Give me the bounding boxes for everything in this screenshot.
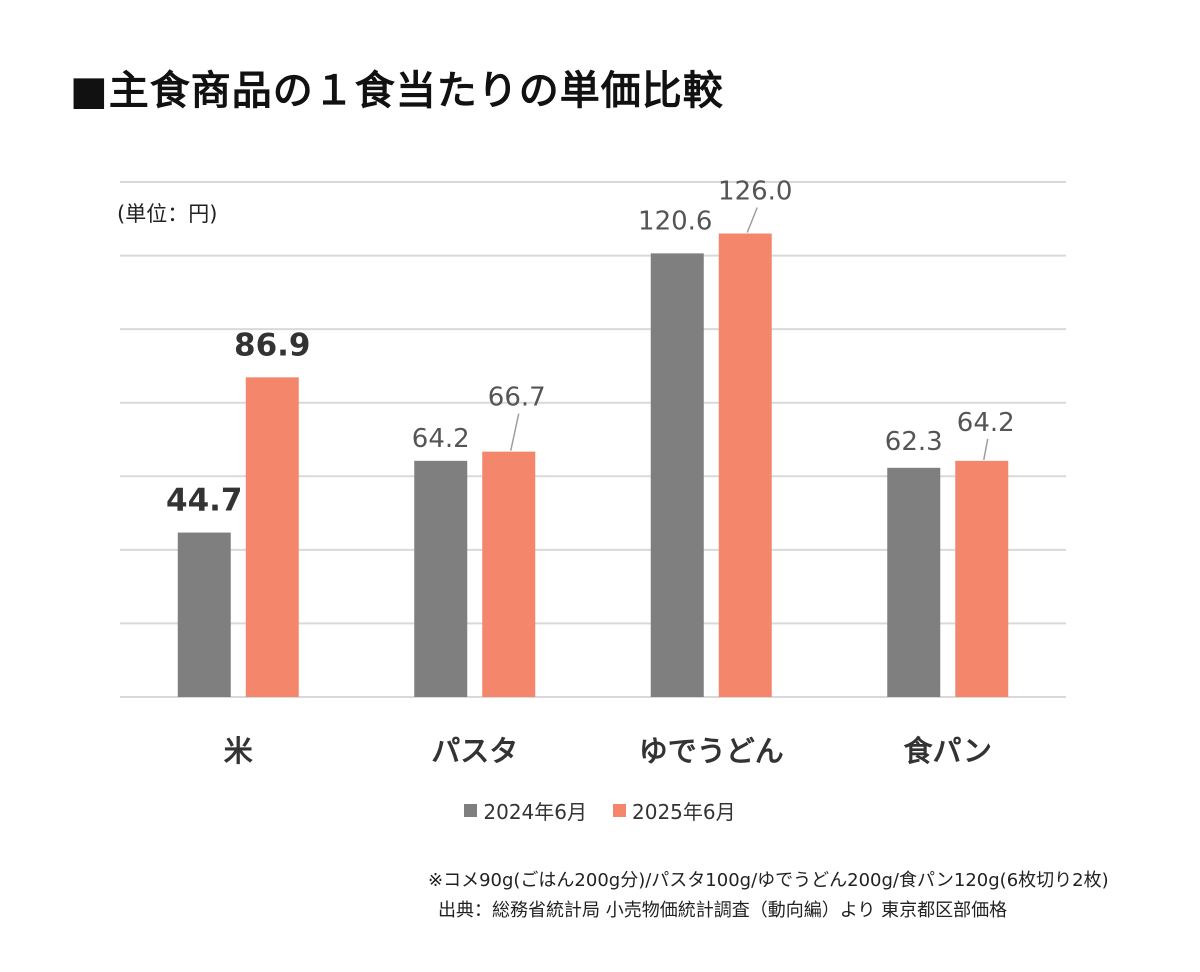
footnote: ※コメ90g(ごはん200g分)/パスタ100g/ゆでうどん200g/食パン12… bbox=[428, 870, 1109, 891]
bar bbox=[887, 467, 941, 697]
chart-title: ■主食商品の１食当たりの単価比較 bbox=[70, 68, 724, 114]
bar bbox=[482, 451, 536, 697]
category-label: 米 bbox=[224, 734, 253, 768]
legend-label-2025: 2025年6月 bbox=[632, 800, 736, 824]
leader-line bbox=[510, 413, 520, 451]
category-label: 食パン bbox=[904, 734, 992, 768]
category-label: パスタ bbox=[431, 734, 518, 768]
data-label: 64.2 bbox=[957, 408, 1015, 438]
data-label: 126.0 bbox=[718, 177, 792, 207]
data-label: 44.7 bbox=[166, 483, 243, 519]
data-label: 62.3 bbox=[885, 427, 943, 457]
bar bbox=[245, 377, 299, 697]
source-note: 出典：総務省統計局 小売物価統計調査（動向編）より 東京都区部価格 bbox=[438, 900, 1008, 921]
legend-swatch-2024 bbox=[464, 804, 478, 817]
bar bbox=[718, 233, 772, 697]
legend-swatch-2025 bbox=[613, 804, 626, 817]
category-labels: 米 パスタ ゆでうどん 食パン bbox=[224, 734, 992, 768]
legend: 2024年6月 2025年6月 bbox=[0, 796, 1200, 825]
bar bbox=[414, 460, 468, 697]
bars bbox=[177, 233, 1009, 697]
bar bbox=[955, 460, 1009, 697]
data-label: 120.6 bbox=[638, 206, 712, 236]
data-label: 66.7 bbox=[488, 383, 546, 413]
bar bbox=[177, 532, 231, 697]
category-label: ゆでうどん bbox=[639, 734, 784, 768]
leader-line bbox=[983, 438, 989, 460]
data-label: 64.2 bbox=[412, 424, 470, 454]
legend-item-2024: 2024年6月 bbox=[464, 796, 587, 825]
legend-item-2025: 2025年6月 bbox=[613, 796, 736, 825]
leader-line bbox=[746, 207, 758, 233]
unit-label: (単位：円) bbox=[117, 202, 218, 226]
bar bbox=[650, 253, 704, 697]
legend-label-2024: 2024年6月 bbox=[483, 800, 587, 824]
data-label: 86.9 bbox=[234, 327, 311, 363]
